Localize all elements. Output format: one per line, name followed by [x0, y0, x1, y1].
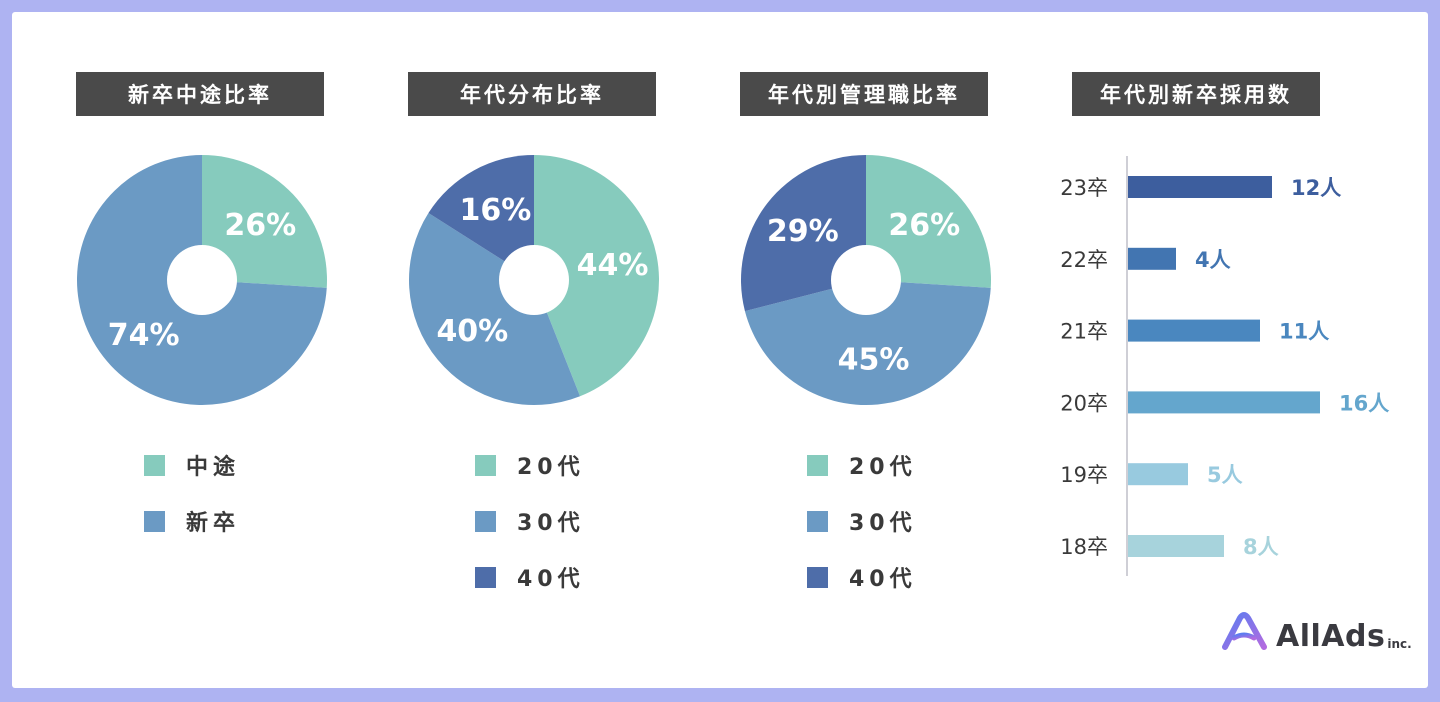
legend-item: 30代 [475, 493, 585, 549]
bar-value-label: 16人 [1339, 391, 1389, 415]
bar-chart-new-grad-hires: 23卒 12人 22卒 4人 21卒 11人 20卒 16人 19卒 5人 18卒 8人 [1030, 152, 1422, 592]
bar [1128, 247, 1176, 270]
category-label: 21卒 [1060, 320, 1108, 344]
donut-hole [499, 245, 569, 315]
pie-slice-1 [744, 280, 991, 406]
bar [1128, 319, 1260, 342]
chart-title-new-grad-hires: 年代別新卒採用数 [1072, 72, 1320, 116]
legend-new-vs-mid-career: 中途 新卒 [144, 437, 240, 549]
allads-logo-icon [1222, 612, 1267, 650]
bar [1128, 391, 1320, 414]
pie-chart-age-distribution: 44% 40% 16% [408, 154, 660, 406]
bar-value-label: 4人 [1195, 248, 1231, 272]
pie-slice-label: 26% [224, 208, 296, 243]
pie-slice-label: 26% [888, 208, 960, 243]
legend-age-distribution: 20代 30代 40代 [475, 437, 585, 605]
legend-item: 20代 [807, 437, 917, 493]
legend-swatch [144, 510, 165, 532]
logo-wordmark: AllAds [1276, 619, 1386, 654]
pie-slice-label: 29% [767, 214, 839, 249]
legend-label: 30代 [849, 511, 917, 536]
legend-swatch [144, 454, 165, 476]
logo-suffix: inc. [1387, 637, 1412, 651]
pie-slice-2 [428, 155, 534, 280]
legend-swatch [475, 454, 496, 476]
pie-slice-label: 45% [838, 343, 910, 378]
legend-label: 新卒 [186, 511, 241, 536]
bar-chart-svg: 23卒 12人 22卒 4人 21卒 11人 20卒 16人 19卒 5人 18卒 8人 [1060, 156, 1389, 576]
legend-item: 30代 [807, 493, 917, 549]
legend-item: 40代 [475, 549, 585, 605]
legend-swatch [807, 510, 828, 532]
pie-slice-0 [866, 155, 991, 288]
category-label: 23卒 [1060, 176, 1108, 200]
legend-item: 20代 [475, 437, 585, 493]
chart-title-age-distribution: 年代分布比率 [408, 72, 656, 116]
bar [1128, 535, 1224, 557]
pie-slice-label: 16% [460, 193, 532, 228]
chart-title-manager-ratio: 年代別管理職比率 [740, 72, 988, 116]
pie-svg: 26% 45% 29% [741, 155, 991, 406]
category-label: 18卒 [1060, 535, 1108, 559]
legend-swatch [475, 510, 496, 532]
pie-svg: 26% 74% [76, 155, 327, 405]
pie-slice-label: 40% [436, 314, 508, 349]
category-label: 22卒 [1060, 248, 1108, 272]
legend-item: 40代 [807, 549, 917, 605]
pie-slice-label: 44% [577, 248, 649, 283]
bar [1128, 463, 1188, 486]
legend-label: 30代 [517, 511, 585, 536]
bar [1128, 176, 1272, 198]
bar-value-label: 5人 [1207, 463, 1243, 487]
legend-manager-ratio: 20代 30代 40代 [807, 437, 917, 605]
category-label: 19卒 [1060, 463, 1108, 487]
bar-value-label: 8人 [1243, 535, 1279, 559]
pie-chart-manager-ratio: 26% 45% 29% [740, 154, 992, 406]
legend-item: 中途 [144, 437, 240, 493]
legend-label: 40代 [517, 567, 585, 592]
legend-swatch [807, 566, 828, 588]
pie-slice-1 [408, 213, 581, 405]
legend-label: 中途 [186, 455, 241, 480]
donut-hole [167, 245, 237, 315]
pie-slice-0 [534, 155, 660, 397]
legend-label: 20代 [849, 455, 917, 480]
pie-chart-new-vs-mid-career: 26% 74% [76, 154, 328, 406]
pie-slice-0 [202, 155, 327, 288]
legend-item: 新卒 [144, 493, 240, 549]
category-label: 20卒 [1060, 391, 1108, 415]
pie-slice-label: 74% [108, 318, 180, 353]
chart-title-new-vs-mid-career: 新卒中途比率 [76, 72, 324, 116]
infographic-frame: 新卒中途比率 26% 74% 中途 新卒 年代分布比率 44% 40% 16% 20代… [12, 12, 1428, 688]
legend-label: 20代 [517, 455, 585, 480]
legend-swatch [475, 566, 496, 588]
bar-value-label: 12人 [1291, 176, 1341, 200]
legend-label: 40代 [849, 567, 917, 592]
bar-value-label: 11人 [1279, 320, 1329, 344]
company-logo: AllAds inc. [1220, 612, 1412, 652]
donut-hole [831, 245, 901, 315]
legend-swatch [807, 454, 828, 476]
pie-svg: 44% 40% 16% [408, 155, 660, 405]
